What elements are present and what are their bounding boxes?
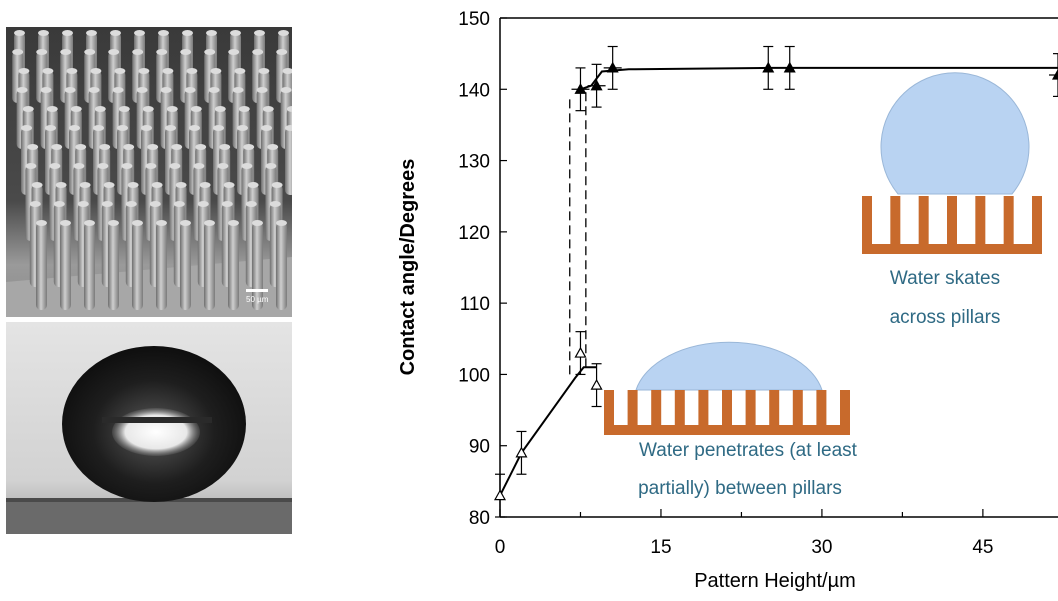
data-point-series-2 — [783, 61, 796, 73]
data-point-series-2 — [606, 61, 619, 73]
data-point-series-2 — [1051, 68, 1058, 80]
y-tick-label: 110 — [460, 294, 490, 315]
data-point-series-1 — [493, 489, 507, 501]
data-point-series-1 — [515, 446, 528, 458]
skate-caption-line-2: across pillars — [890, 307, 1001, 328]
data-point-series-2 — [762, 61, 775, 73]
y-tick-label: 150 — [458, 9, 490, 30]
scale-bar-label: 50 µm — [246, 295, 269, 304]
inset-penetrate: Water penetrates (at least partially) be… — [604, 341, 858, 499]
penetrate-caption-line-2: partially) between pillars — [638, 478, 842, 499]
data-point-series-1 — [590, 378, 603, 390]
pillar-array — [12, 30, 292, 310]
axis-ticks — [499, 17, 984, 518]
x-tick-label: 15 — [650, 537, 671, 558]
axis-tick-labels: 80 90 100 110 120 130 140 150 0 15 30 45 — [458, 9, 993, 558]
y-axis-label: Contact angle/Degrees — [397, 159, 419, 376]
sem-micrograph: 50 µm — [6, 27, 292, 317]
y-tick-label: 90 — [469, 437, 490, 458]
pillar-substrate-penetrate — [604, 390, 850, 435]
x-tick-label: 30 — [811, 537, 832, 558]
y-tick-label: 140 — [458, 80, 490, 101]
x-tick-label: 0 — [495, 537, 506, 558]
skating-droplet — [880, 72, 1030, 195]
y-tick-label: 80 — [469, 508, 490, 529]
skate-caption-line-1: Water skates — [890, 268, 1000, 289]
penetrating-droplet — [635, 341, 823, 391]
data-point-series-2 — [590, 79, 603, 91]
data-markers — [493, 45, 1058, 518]
droplet-image — [6, 322, 292, 534]
x-tick-label: 45 — [972, 537, 993, 558]
inset-skate: Water skates across pillars — [862, 72, 1042, 328]
droplet-photo — [6, 322, 292, 534]
data-point-series-2 — [574, 83, 587, 94]
plot-axes — [499, 17, 1058, 518]
transition-dashed-lines — [569, 89, 587, 375]
y-tick-label: 100 — [458, 365, 490, 386]
pillar-substrate-skate — [862, 196, 1042, 254]
fit-curve-series-1 — [499, 366, 597, 497]
x-axis-label: Pattern Height/µm — [694, 570, 856, 592]
sem-image: 50 µm — [6, 27, 292, 317]
data-point-series-1 — [574, 346, 587, 358]
y-tick-label: 130 — [458, 152, 490, 173]
y-tick-label: 120 — [458, 223, 490, 244]
penetrate-caption-line-1: Water penetrates (at least — [639, 440, 858, 461]
